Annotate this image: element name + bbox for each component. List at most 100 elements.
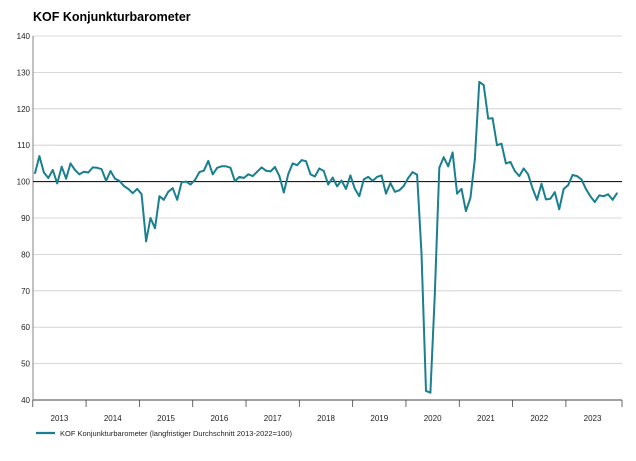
data-point (438, 166, 441, 169)
y-tick-label: 120 (17, 105, 31, 114)
data-point (238, 175, 241, 178)
data-point (416, 173, 418, 176)
data-point (234, 180, 236, 183)
y-tick-label: 100 (17, 178, 31, 187)
data-point (260, 166, 263, 169)
data-point (331, 176, 334, 179)
data-point (371, 179, 374, 182)
x-tick-label: 2016 (210, 414, 228, 423)
data-point (585, 187, 587, 190)
data-point (322, 170, 325, 172)
data-point (274, 166, 276, 168)
y-tick-label: 130 (17, 68, 31, 77)
data-point (385, 192, 387, 195)
data-point (340, 179, 343, 182)
data-point (469, 197, 472, 199)
y-tick-label: 50 (21, 360, 30, 369)
data-point (309, 173, 312, 176)
x-tick-label: 2022 (530, 414, 548, 423)
data-point (82, 170, 85, 173)
data-point (189, 183, 192, 186)
data-point (496, 144, 498, 147)
data-point (34, 172, 36, 175)
data-point (505, 162, 507, 165)
data-point (429, 391, 432, 394)
data-point (269, 170, 272, 173)
data-point (42, 171, 45, 174)
data-point (136, 187, 139, 190)
data-point (118, 179, 121, 182)
data-point (345, 187, 347, 190)
y-tick-label: 110 (17, 141, 30, 150)
data-point (447, 165, 450, 168)
data-point (296, 164, 299, 167)
data-point (376, 175, 378, 178)
data-point (527, 173, 530, 176)
data-point (105, 179, 107, 182)
data-point (78, 173, 81, 176)
grid-lines (33, 35, 622, 365)
data-point (367, 175, 370, 178)
data-point (38, 155, 41, 158)
data-point (145, 240, 147, 243)
data-point (242, 177, 245, 179)
data-point (336, 185, 339, 188)
data-point (256, 170, 259, 173)
data-point (69, 162, 72, 165)
y-axis: 40 50 60 70 80 90 100 110 120 130 140 (17, 32, 34, 405)
data-point (425, 390, 427, 392)
x-tick-label: 2021 (477, 414, 495, 423)
data-point (300, 159, 303, 162)
data-point (576, 175, 578, 178)
data-point (278, 175, 281, 178)
data-point (56, 182, 59, 185)
data-point (398, 189, 401, 192)
data-point (593, 201, 596, 203)
data-point (167, 190, 170, 193)
data-point (420, 252, 423, 255)
x-tick-label: 2023 (584, 414, 602, 423)
data-point (251, 175, 254, 178)
x-tick-label: 2015 (157, 414, 175, 423)
data-point (567, 184, 570, 187)
data-point (185, 180, 187, 183)
data-point (154, 227, 156, 230)
data-point (402, 185, 405, 187)
data-point (518, 175, 521, 178)
data-point (247, 173, 250, 176)
data-point (211, 173, 214, 176)
data-point (616, 192, 618, 195)
data-point (607, 193, 610, 196)
data-point (305, 160, 307, 163)
data-point (531, 187, 534, 190)
data-point (442, 156, 445, 159)
data-point (540, 182, 543, 185)
data-point (291, 162, 294, 165)
data-point (60, 165, 63, 168)
data-point (553, 191, 556, 194)
data-point (433, 293, 436, 296)
data-point (545, 198, 547, 201)
data-point (47, 177, 50, 179)
data-point (171, 187, 174, 190)
data-point (198, 171, 201, 174)
data-point (318, 167, 321, 170)
data-point (229, 166, 232, 169)
data-point (580, 178, 583, 181)
data-point (149, 217, 152, 219)
data-point (180, 181, 183, 184)
data-point (602, 195, 605, 198)
chart-title: KOF Konjunkturbarometer (33, 10, 191, 24)
data-point (536, 198, 538, 201)
data-point (407, 177, 410, 179)
data-point (349, 174, 352, 177)
data-point (362, 178, 365, 181)
data-point (96, 166, 99, 169)
x-tick-label: 2013 (51, 414, 69, 423)
data-point (571, 174, 574, 176)
data-point (549, 197, 552, 200)
data-point (282, 191, 285, 194)
data-point (162, 198, 165, 201)
data-point (140, 193, 143, 196)
data-point (127, 187, 130, 190)
